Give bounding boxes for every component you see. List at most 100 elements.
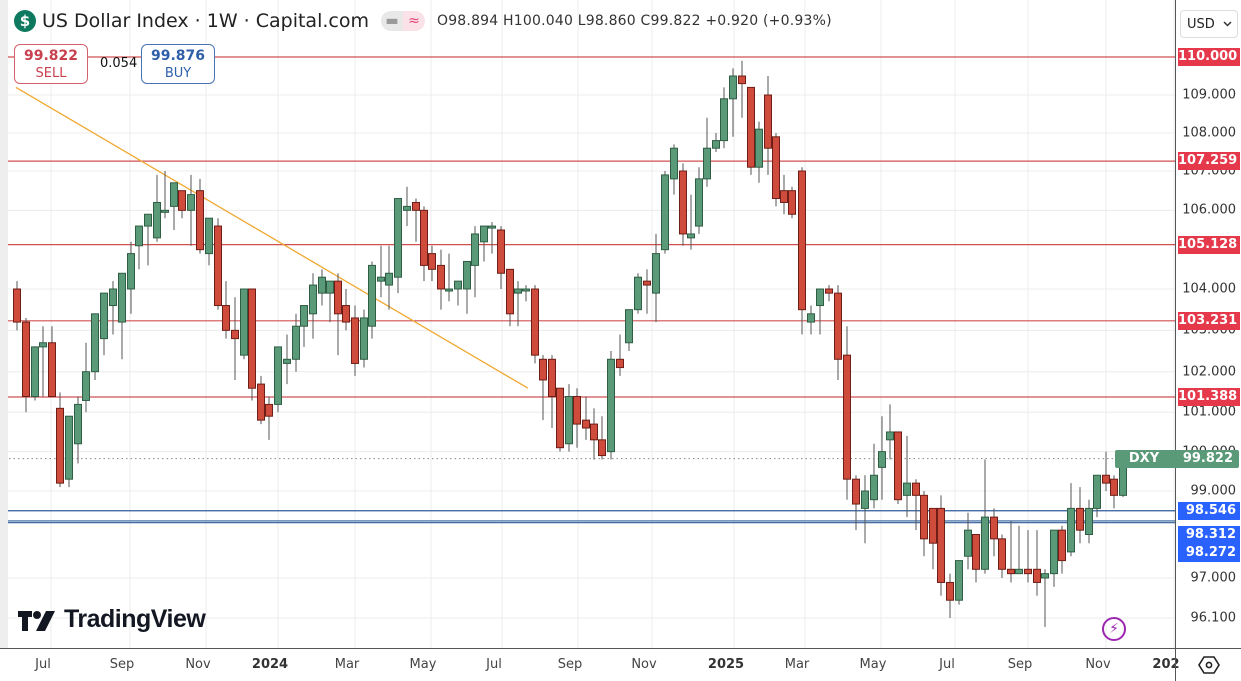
candle-up xyxy=(326,280,334,294)
trend-line xyxy=(15,86,529,389)
price-tick-label: 102.000 xyxy=(1182,364,1236,380)
time-tick-label: Jul xyxy=(35,657,51,672)
candle-down xyxy=(643,280,651,286)
candle-up xyxy=(109,288,117,307)
candle-down xyxy=(248,288,256,389)
candle-up xyxy=(480,225,488,243)
candle-down xyxy=(747,86,755,168)
symbol-title[interactable]: US Dollar Index · 1W · Capital.com xyxy=(42,10,369,32)
candle-down xyxy=(539,358,547,381)
candle-down xyxy=(598,439,606,457)
candle-down xyxy=(1110,478,1118,496)
candle-down xyxy=(531,288,539,356)
price-axis[interactable]: 109.000 108.000 107.000 106.000 104.000 103.0… xyxy=(1175,0,1241,648)
candle-down xyxy=(573,396,581,425)
candle-up xyxy=(755,128,763,168)
last-price-value: 99.822 xyxy=(1182,450,1233,466)
candle-up xyxy=(377,276,385,282)
candle-down xyxy=(196,190,204,251)
indicator-toggle[interactable]: ▬ ≈ xyxy=(380,11,425,31)
candle-up xyxy=(870,474,878,501)
candle-up xyxy=(955,560,963,601)
resistance-level-tag: 107.259 xyxy=(1178,152,1240,171)
minus-icon[interactable]: ▬ xyxy=(380,11,403,31)
candle-up xyxy=(360,317,368,360)
candle-up xyxy=(670,147,678,180)
candle-down xyxy=(738,75,746,85)
candle-down xyxy=(843,354,851,480)
candle-up xyxy=(964,529,972,557)
candle-down xyxy=(780,190,788,203)
resistance-level-tag: 103.231 xyxy=(1178,311,1240,330)
candle-up xyxy=(488,225,496,229)
sell-button[interactable]: 99.822 SELL xyxy=(14,44,88,84)
time-tick-label: Mar xyxy=(334,657,360,672)
time-tick-label: Nov xyxy=(1085,657,1111,672)
price-tick-label: 106.000 xyxy=(1182,202,1236,218)
candle-down xyxy=(1076,507,1084,531)
candle-up xyxy=(161,209,169,213)
candle-down xyxy=(788,190,796,215)
tradingview-logo[interactable]: TradingView xyxy=(18,605,206,634)
time-tick-label: May xyxy=(409,657,437,672)
ticker-label: DXY xyxy=(1128,450,1160,466)
candle-up xyxy=(1093,474,1101,509)
candle-up xyxy=(807,313,815,323)
lightning-icon[interactable]: ⚡ xyxy=(1102,617,1126,641)
candle-up xyxy=(816,288,824,307)
spread-value: 0.054 xyxy=(100,56,138,71)
candle-down xyxy=(13,288,21,323)
candle-up xyxy=(861,490,869,509)
candle-down xyxy=(334,280,342,315)
candle-up xyxy=(687,233,695,239)
candle-up xyxy=(607,358,615,453)
candle-up xyxy=(385,272,393,286)
candle-down xyxy=(616,358,624,369)
candle-up xyxy=(565,396,573,445)
price-tick-label: 104.000 xyxy=(1182,281,1236,297)
candle-up xyxy=(878,451,886,468)
price-tick-label: 96.100 xyxy=(1190,610,1237,626)
price-tick-label: 108.000 xyxy=(1182,125,1236,141)
buy-button[interactable]: 99.876 BUY xyxy=(141,44,215,84)
candle-down xyxy=(214,225,222,307)
candle-up xyxy=(240,288,248,356)
candle-up xyxy=(300,305,308,327)
currency-select[interactable]: USD xyxy=(1180,10,1238,38)
resistance-level-tag: 105.128 xyxy=(1178,235,1240,254)
chevron-down-icon xyxy=(1223,21,1232,27)
candle-up xyxy=(118,272,126,323)
candle-up xyxy=(135,225,143,247)
candle-up xyxy=(634,276,642,311)
candle-up xyxy=(514,288,522,294)
time-tick-label: Jul xyxy=(939,657,955,672)
candlestick-chart[interactable] xyxy=(0,0,1175,648)
chart-plot-area[interactable] xyxy=(0,0,1175,648)
candle-up xyxy=(661,174,669,251)
candle-up xyxy=(463,260,471,290)
candle-up xyxy=(74,403,82,445)
time-axis[interactable]: Jul Sep Nov 2024 Mar May Jul Sep Nov 2025 Mar May Ju… xyxy=(0,648,1180,681)
candle-up xyxy=(318,276,326,294)
candle-down xyxy=(420,209,428,266)
candle-up xyxy=(886,431,894,441)
resistance-level-tag: 101.388 xyxy=(1178,388,1240,406)
ohlc-values: O98.894 H100.040 L98.860 C99.822 +0.920 … xyxy=(436,13,832,29)
candle-up xyxy=(65,415,73,480)
candle-down xyxy=(257,383,265,421)
candle-down xyxy=(764,94,772,149)
candle-down xyxy=(825,288,833,294)
time-tick-label: May xyxy=(859,657,887,672)
candle-up xyxy=(283,358,291,364)
candle-up xyxy=(144,213,152,227)
candle-down xyxy=(912,482,920,496)
candle-down xyxy=(428,253,436,270)
candle-up xyxy=(695,178,703,227)
chart-settings-button[interactable] xyxy=(1175,648,1241,681)
candle-down xyxy=(852,478,860,505)
wave-icon[interactable]: ≈ xyxy=(402,11,425,31)
candle-up xyxy=(471,233,479,266)
candle-up xyxy=(82,371,90,401)
candle-down xyxy=(998,538,1006,570)
candle-down xyxy=(582,419,590,429)
